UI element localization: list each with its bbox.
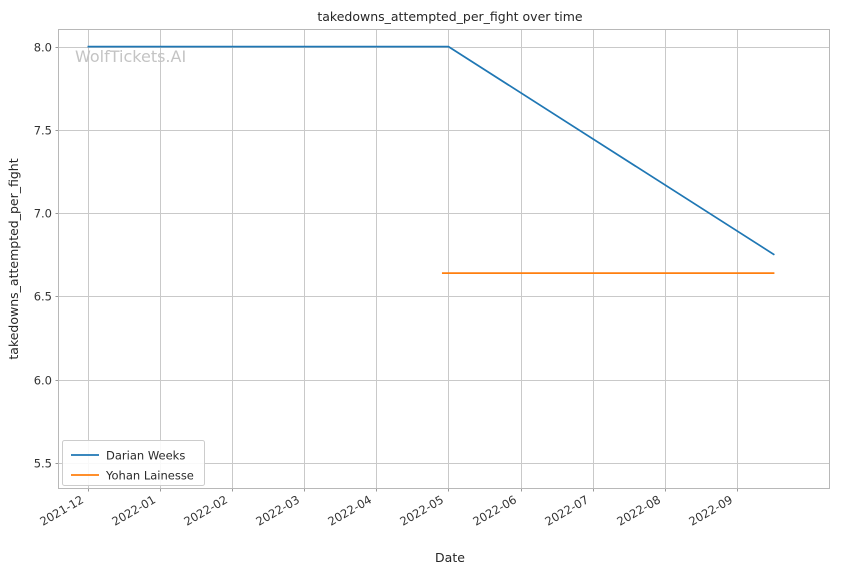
y-tick-label: 5.5 [34, 457, 52, 471]
legend-label[interactable]: Darian Weeks [106, 449, 185, 463]
watermark: WolfTickets.AI [75, 47, 186, 66]
y-tick-label: 6.0 [34, 374, 52, 388]
y-tick-label: 7.0 [34, 207, 52, 221]
y-tick-label: 8.0 [34, 41, 52, 55]
plot-area-border [57, 28, 831, 490]
y-tick-label: 7.5 [34, 124, 52, 138]
chart-legend[interactable]: Darian Weeks Yohan Lainesse [62, 440, 205, 486]
y-tick-label: 6.5 [34, 290, 52, 304]
series-line [87, 45, 775, 256]
chart-title: takedowns_attempted_per_fight over time [317, 9, 583, 24]
gridlines [59, 30, 829, 488]
series-lines [87, 45, 775, 275]
y-axis-tick-labels: 5.5 6.0 6.5 7.0 7.5 8.0 [34, 41, 52, 471]
y-axis-label: takedowns_attempted_per_fight [6, 158, 21, 359]
watermark-text: WolfTickets.AI [75, 47, 186, 66]
x-axis-label: Date [435, 550, 465, 565]
legend-label[interactable]: Yohan Lainesse [105, 469, 194, 483]
